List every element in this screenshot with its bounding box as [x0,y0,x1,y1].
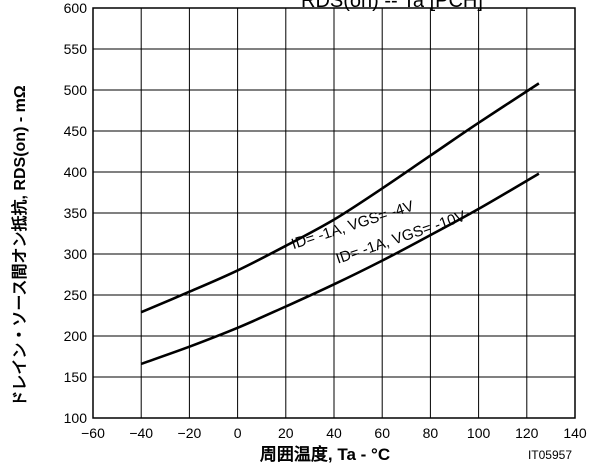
x-tick-label: 100 [467,425,491,441]
x-axis-label: 周囲温度, Ta - °C [260,444,390,464]
x-tick-label: 0 [234,425,242,441]
chart-title: RDS(on) -- Ta [PCH] [301,0,483,12]
y-tick-label: 450 [64,123,88,139]
y-tick-labels: 100 150 200 250 300 350 400 450 500 550 600 [64,0,88,426]
x-tick-label: 140 [563,425,587,441]
series-line-2 [140,172,540,366]
x-tick-labels: −60 −40 −20 0 20 40 60 80 100 120 140 [81,425,587,441]
y-axis-label: ドレイン・ソース間オン抵抗, RDS(on) - mΩ [10,85,29,407]
y-tick-label: 200 [64,328,88,344]
x-tick-label: 80 [423,425,439,441]
y-tick-label: 550 [64,41,88,57]
x-tick-label: −40 [129,425,153,441]
y-tick-label: 250 [64,287,88,303]
x-tick-label: 20 [278,425,294,441]
x-tick-label: 60 [374,425,390,441]
x-tick-label: −60 [81,425,105,441]
figure-id: IT05957 [528,448,572,462]
series-line-1 [140,82,540,314]
y-tick-label: 150 [64,369,88,385]
x-tick-label: 120 [515,425,539,441]
y-tick-label: 350 [64,205,88,221]
y-tick-label: 600 [64,0,88,16]
y-tick-label: 300 [64,246,88,262]
y-tick-label: 400 [64,164,88,180]
series-lines [140,82,540,366]
plot-frame [92,7,576,419]
y-tick-label: 500 [64,82,88,98]
x-tick-label: 40 [326,425,342,441]
x-tick-label: −20 [178,425,202,441]
y-tick-label: 100 [64,410,88,426]
